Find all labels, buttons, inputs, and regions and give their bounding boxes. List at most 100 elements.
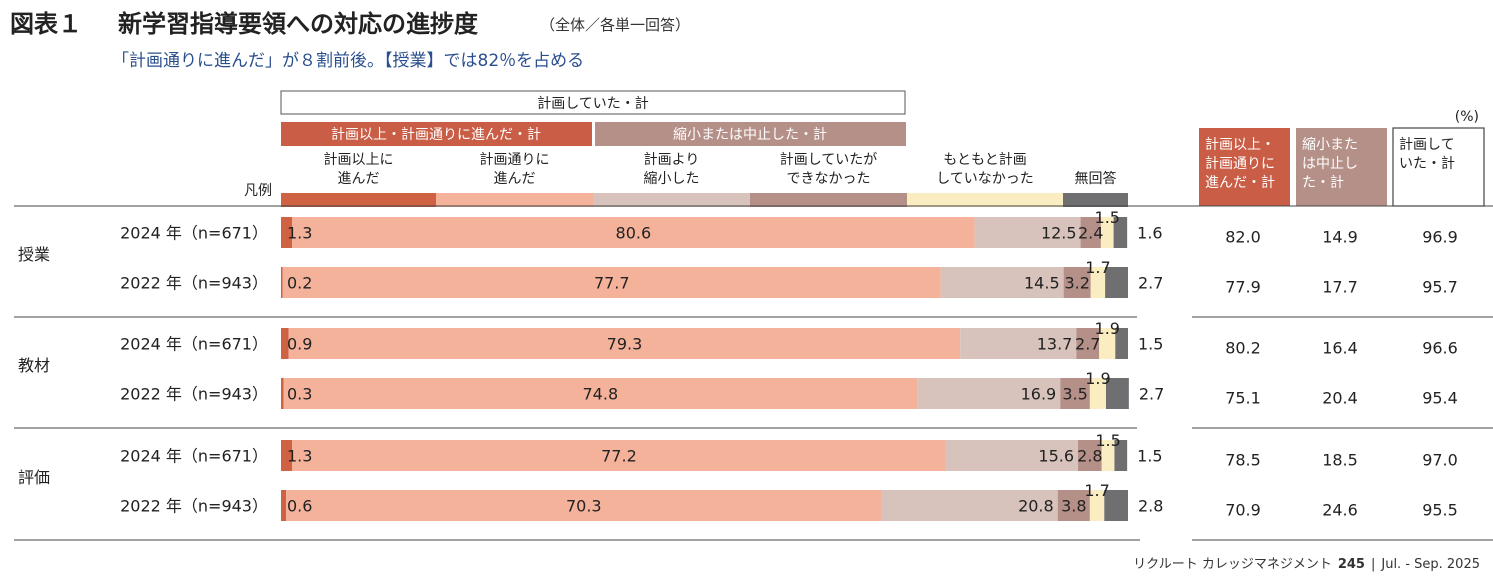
group-label: 授業 [18,245,50,264]
row-label: 2024 年（n=671） [120,224,268,243]
bar-segment-over [281,217,293,248]
value-label-reduced: 20.8 [1018,497,1054,516]
legend-swatch-reduced [593,193,750,207]
legend-label-couldnot: 計画していたができなかった [780,152,878,187]
figure-number: 図表１ [10,10,82,38]
bar-segment-noplan [1090,267,1106,298]
bar-segment-couldnot [1076,328,1100,359]
legend-label-noplan: もともと計画していなかった [936,152,1034,187]
reduced-total-label: 縮小または中止した・計 [673,127,827,143]
bar-segment-over [281,490,287,521]
bar-segment-reduced [945,440,1079,471]
summary-value-3: 95.7 [1422,278,1458,297]
bar-segment-asplan [292,217,975,248]
bar-segment-over [281,378,284,409]
value-label-noanswer: 2.7 [1139,385,1164,404]
bar-segment-asplan [286,490,882,521]
bar-segment-noplan [1100,217,1114,248]
legend-swatch-noplan [907,193,1063,207]
bar-segment-noanswer [1105,378,1129,409]
value-label-couldnot: 3.2 [1064,274,1089,293]
bar-segment-over [281,267,283,298]
bar-segment-asplan [292,440,946,471]
summary-value-1: 70.9 [1225,501,1261,520]
value-label-couldnot: 2.4 [1078,224,1103,243]
summary-header-box-3 [1392,127,1485,207]
value-label-asplan: 77.7 [594,274,630,293]
bar-segment-couldnot [1060,378,1090,409]
value-label-reduced: 14.5 [1024,274,1060,293]
value-label-asplan: 80.6 [616,224,652,243]
value-label-reduced: 13.7 [1037,335,1073,354]
row-label: 2022 年（n=943） [120,385,268,404]
reduced-total-box [595,122,906,146]
summary-value-3: 95.5 [1422,501,1458,520]
value-label-over: 0.6 [287,497,312,516]
row-label: 2022 年（n=943） [120,274,268,293]
bar-segment-couldnot [1078,440,1102,471]
legend-label: 凡例 [244,183,272,199]
bar-segment-noplan [1089,378,1106,409]
advanced-total-box [281,122,592,146]
legend-label-noanswer: 無回答 [1075,170,1117,187]
value-label-asplan: 77.2 [601,447,637,466]
summary-header-2: 縮小または中止した・計 [1302,137,1358,191]
value-label-over: 0.3 [287,385,312,404]
bar-segment-asplan [282,267,941,298]
summary-value-1: 82.0 [1225,228,1261,247]
value-label-over: 0.2 [287,274,312,293]
chart-title-note: （全体／各単一回答） [540,16,690,34]
value-label-asplan: 70.3 [566,497,602,516]
legend: 計画以上に進んだ 計画通りに進んだ 計画より縮小した 計画していたができなかった もとも… [281,152,1128,207]
value-label-over: 1.3 [287,447,312,466]
unit-label: (%) [1455,109,1479,125]
planned-total-label: 計画していた・計 [537,96,649,112]
value-label-reduced: 15.6 [1038,447,1074,466]
summary-value-2: 14.9 [1322,228,1358,247]
value-label-noplan: 1.9 [1095,319,1120,338]
value-label-noplan: 1.5 [1095,208,1120,227]
row-label: 2024 年（n=671） [120,335,268,354]
value-label-noanswer: 2.7 [1138,274,1163,293]
value-label-noanswer: 1.5 [1138,335,1163,354]
legend-label-asplan: 計画通りに進んだ [480,152,550,187]
bar-segment-noanswer [1114,440,1128,471]
legend-swatch-over [281,193,436,207]
value-label-couldnot: 3.5 [1062,385,1087,404]
bar-segment-couldnot [1080,217,1101,248]
bar-segment-reduced [940,267,1064,298]
value-label-noplan: 1.7 [1084,481,1109,500]
bar-segment-over [281,440,293,471]
bar-segment-noplan [1101,440,1115,471]
bar-segment-noanswer [1115,328,1128,359]
bar-segment-noanswer [1104,490,1128,521]
bar-segment-reduced [974,217,1081,248]
summary-value-1: 77.9 [1225,278,1261,297]
value-label-couldnot: 2.8 [1077,447,1102,466]
summary-value-1: 75.1 [1225,389,1261,408]
legend-label-over: 計画以上に進んだ [324,152,394,187]
legend-swatch-couldnot [750,193,907,207]
summary-header-1: 計画以上・計画通りに進んだ・計 [1205,137,1275,191]
bar-segment-over [281,328,289,359]
legend-swatch-noanswer [1063,193,1128,207]
bar-segment-couldnot [1057,490,1090,521]
bar-segment-asplan [283,378,918,409]
planned-total-box [280,90,906,115]
advanced-total-label: 計画以上・計画通りに進んだ・計 [331,127,541,143]
group-label: 教材 [18,356,50,375]
bar-segment-noplan [1089,490,1105,521]
bar-segment-reduced [917,378,1061,409]
bar-segment-noanswer [1113,217,1128,248]
row-label: 2024 年（n=671） [120,447,268,466]
legend-label-reduced: 計画より縮小した [644,152,700,187]
summary-value-1: 80.2 [1225,339,1261,358]
bar-segment-reduced [881,490,1058,521]
summary-header-box-2 [1296,128,1387,206]
footer: リクルート カレッジマネジメント 245 | Jul. - Sep. 2025 [1133,557,1480,572]
summary-value-3: 96.6 [1422,339,1458,358]
